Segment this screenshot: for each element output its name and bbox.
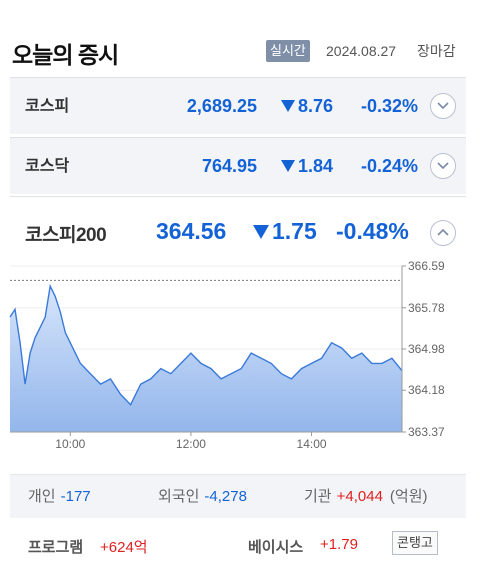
unit-label: (억원) [389, 488, 428, 505]
index-change: 1.84 [280, 138, 333, 195]
main-index-value: 364.56 [156, 218, 227, 244]
index-row-kospi[interactable]: 코스피 2,689.25 8.76 -0.32% [10, 77, 466, 134]
program-basis-row: 프로그램 +624억 베이시스 +1.79 콘탱고 [10, 528, 466, 568]
index-change-value: 1.84 [297, 156, 333, 176]
y-tick-label: 363.37 [408, 425, 445, 439]
market-status: 장마감 [417, 43, 456, 59]
chevron-up-icon [437, 228, 449, 236]
investor-summary: 개인 -177 외국인 -4,278 기관 +4,044 (억원) [10, 474, 466, 518]
foreign-value: -4,278 [204, 488, 247, 505]
divider [10, 196, 466, 197]
chevron-down-icon [437, 162, 449, 170]
investor-institution: 기관 +4,044 (억원) [304, 475, 428, 519]
main-index-percent: -0.48% [336, 218, 409, 244]
realtime-badge: 실시간 [266, 40, 310, 62]
basis-value: +1.79 [320, 536, 358, 553]
investor-foreign: 외국인 -4,278 [158, 475, 247, 519]
y-tick-label: 366.59 [408, 259, 445, 273]
expand-button[interactable] [430, 93, 456, 119]
index-percent: -0.24% [360, 156, 418, 176]
down-triangle-icon [280, 100, 295, 112]
institution-label: 기관 [304, 488, 332, 505]
index-value: 764.95 [201, 156, 257, 176]
investor-individual: 개인 -177 [28, 475, 91, 519]
x-tick-label: 10:00 [55, 437, 85, 451]
chevron-down-icon [437, 102, 449, 110]
header-date: 2024.08.27 [326, 43, 397, 59]
price-area [10, 286, 402, 432]
y-tick-label: 365.78 [408, 301, 445, 315]
program-label: 프로그램 [28, 539, 84, 556]
program-value: +624억 [100, 539, 148, 556]
header: 오늘의 증시 실시간 2024.08.27 장마감 [10, 0, 486, 68]
index-name: 코스피 [25, 98, 70, 115]
main-index-change: 1.75 [253, 218, 317, 245]
basis-label: 베이시스 [248, 539, 304, 556]
y-tick-label: 364.98 [408, 342, 445, 356]
index-change-value: 8.76 [297, 96, 333, 116]
x-tick-label: 14:00 [297, 437, 327, 451]
intraday-chart: 366.59 365.78 364.98 364.18 363.37 10:00 12:0… [0, 256, 496, 456]
index-value: 2,689.25 [186, 96, 257, 116]
main-index-kospi200[interactable]: 코스피200 364.56 1.75 -0.48% [10, 200, 466, 264]
y-tick-label: 364.18 [408, 383, 445, 397]
x-tick-label: 12:00 [176, 437, 206, 451]
down-triangle-icon [280, 160, 295, 172]
chart-svg: 366.59 365.78 364.98 364.18 363.37 10:00 12:0… [9, 259, 445, 451]
index-row-kosdaq[interactable]: 코스닥 764.95 1.84 -0.24% [10, 137, 466, 194]
main-index-change-value: 1.75 [272, 218, 317, 244]
institution-value: +4,044 [336, 488, 383, 505]
down-triangle-icon [253, 225, 269, 239]
page-title: 오늘의 증시 [12, 42, 119, 68]
price-line [9, 283, 403, 406]
index-percent: -0.32% [360, 96, 418, 116]
index-name: 코스닥 [25, 158, 70, 175]
main-index-name: 코스피200 [25, 225, 107, 246]
individual-value: -177 [60, 488, 91, 505]
individual-label: 개인 [28, 488, 56, 505]
foreign-label: 외국인 [158, 488, 200, 505]
expand-button[interactable] [430, 153, 456, 179]
index-change: 8.76 [280, 78, 333, 135]
contango-badge: 콘탱고 [392, 531, 438, 555]
collapse-button[interactable] [430, 220, 456, 246]
